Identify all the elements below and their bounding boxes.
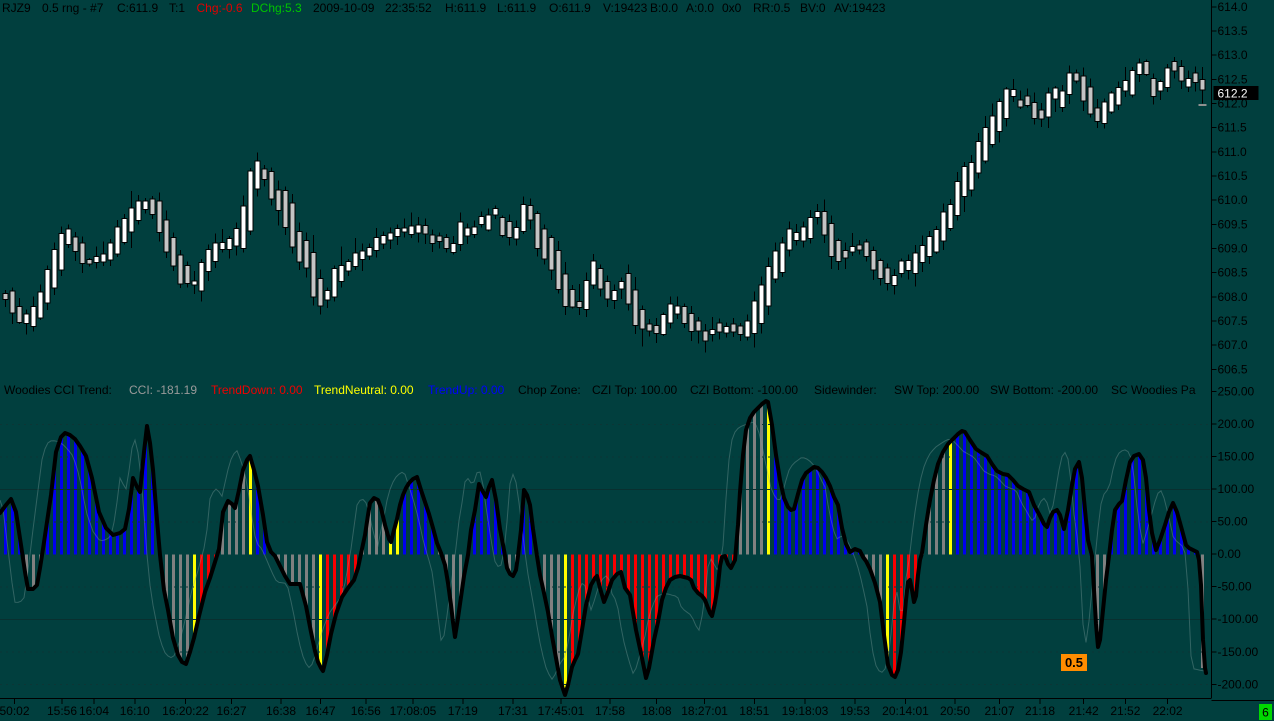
svg-text:17:31: 17:31 bbox=[498, 704, 528, 718]
svg-text:-50.00: -50.00 bbox=[1218, 580, 1252, 594]
svg-text:19:53: 19:53 bbox=[840, 704, 870, 718]
svg-text:610.5: 610.5 bbox=[1218, 169, 1248, 183]
svg-text:612.5: 612.5 bbox=[1218, 72, 1248, 86]
svg-text:-200.00: -200.00 bbox=[1218, 677, 1259, 691]
svg-text:6: 6 bbox=[1262, 706, 1269, 720]
svg-text:608.0: 608.0 bbox=[1218, 290, 1248, 304]
svg-text:21:52: 21:52 bbox=[1110, 704, 1140, 718]
svg-text:17:58: 17:58 bbox=[595, 704, 625, 718]
svg-text:250.00: 250.00 bbox=[1218, 384, 1255, 398]
svg-text:611.0: 611.0 bbox=[1218, 145, 1247, 159]
svg-text:16:10: 16:10 bbox=[120, 704, 150, 718]
svg-text:21:07: 21:07 bbox=[984, 704, 1014, 718]
svg-text:21:42: 21:42 bbox=[1069, 704, 1099, 718]
svg-text:613.5: 613.5 bbox=[1218, 24, 1248, 38]
svg-text:50.00: 50.00 bbox=[1218, 515, 1248, 529]
svg-text:610.0: 610.0 bbox=[1218, 193, 1248, 207]
svg-text:17:08:05: 17:08:05 bbox=[390, 704, 437, 718]
svg-text:0.00: 0.00 bbox=[1218, 547, 1242, 561]
svg-text:18:08: 18:08 bbox=[642, 704, 672, 718]
svg-text:609.0: 609.0 bbox=[1218, 242, 1248, 256]
svg-text:150.00: 150.00 bbox=[1218, 450, 1255, 464]
svg-text:0.5: 0.5 bbox=[1065, 655, 1083, 670]
svg-text:20:14:01: 20:14:01 bbox=[882, 704, 929, 718]
svg-text:100.00: 100.00 bbox=[1218, 482, 1255, 496]
svg-text:17:45:01: 17:45:01 bbox=[538, 704, 585, 718]
svg-text:17:19: 17:19 bbox=[448, 704, 478, 718]
svg-text:20:50: 20:50 bbox=[940, 704, 970, 718]
svg-text:608.5: 608.5 bbox=[1218, 266, 1248, 280]
svg-text:614.0: 614.0 bbox=[1218, 0, 1248, 14]
svg-text:200.00: 200.00 bbox=[1218, 417, 1255, 431]
svg-text:16:04: 16:04 bbox=[79, 704, 109, 718]
svg-text:609.5: 609.5 bbox=[1218, 217, 1248, 231]
svg-text:16:56: 16:56 bbox=[351, 704, 381, 718]
svg-text:16:38: 16:38 bbox=[266, 704, 296, 718]
svg-text:16:27: 16:27 bbox=[216, 704, 246, 718]
svg-text:-150.00: -150.00 bbox=[1218, 645, 1259, 659]
svg-text:18:27:01: 18:27:01 bbox=[681, 704, 728, 718]
svg-text:607.0: 607.0 bbox=[1218, 338, 1248, 352]
svg-text:606.5: 606.5 bbox=[1218, 362, 1248, 376]
svg-text:19:18:03: 19:18:03 bbox=[782, 704, 829, 718]
svg-text:16:47: 16:47 bbox=[305, 704, 335, 718]
svg-text:50:02: 50:02 bbox=[0, 704, 30, 718]
svg-text:-100.00: -100.00 bbox=[1218, 612, 1259, 626]
svg-text:612.2: 612.2 bbox=[1218, 87, 1248, 101]
svg-text:607.5: 607.5 bbox=[1218, 314, 1248, 328]
svg-text:21:18: 21:18 bbox=[1025, 704, 1055, 718]
svg-text:611.5: 611.5 bbox=[1218, 121, 1247, 135]
svg-text:613.0: 613.0 bbox=[1218, 48, 1248, 62]
svg-text:15:56: 15:56 bbox=[47, 704, 77, 718]
svg-text:18:51: 18:51 bbox=[739, 704, 769, 718]
svg-text:16:20:22: 16:20:22 bbox=[162, 704, 209, 718]
svg-text:22:02: 22:02 bbox=[1153, 704, 1183, 718]
